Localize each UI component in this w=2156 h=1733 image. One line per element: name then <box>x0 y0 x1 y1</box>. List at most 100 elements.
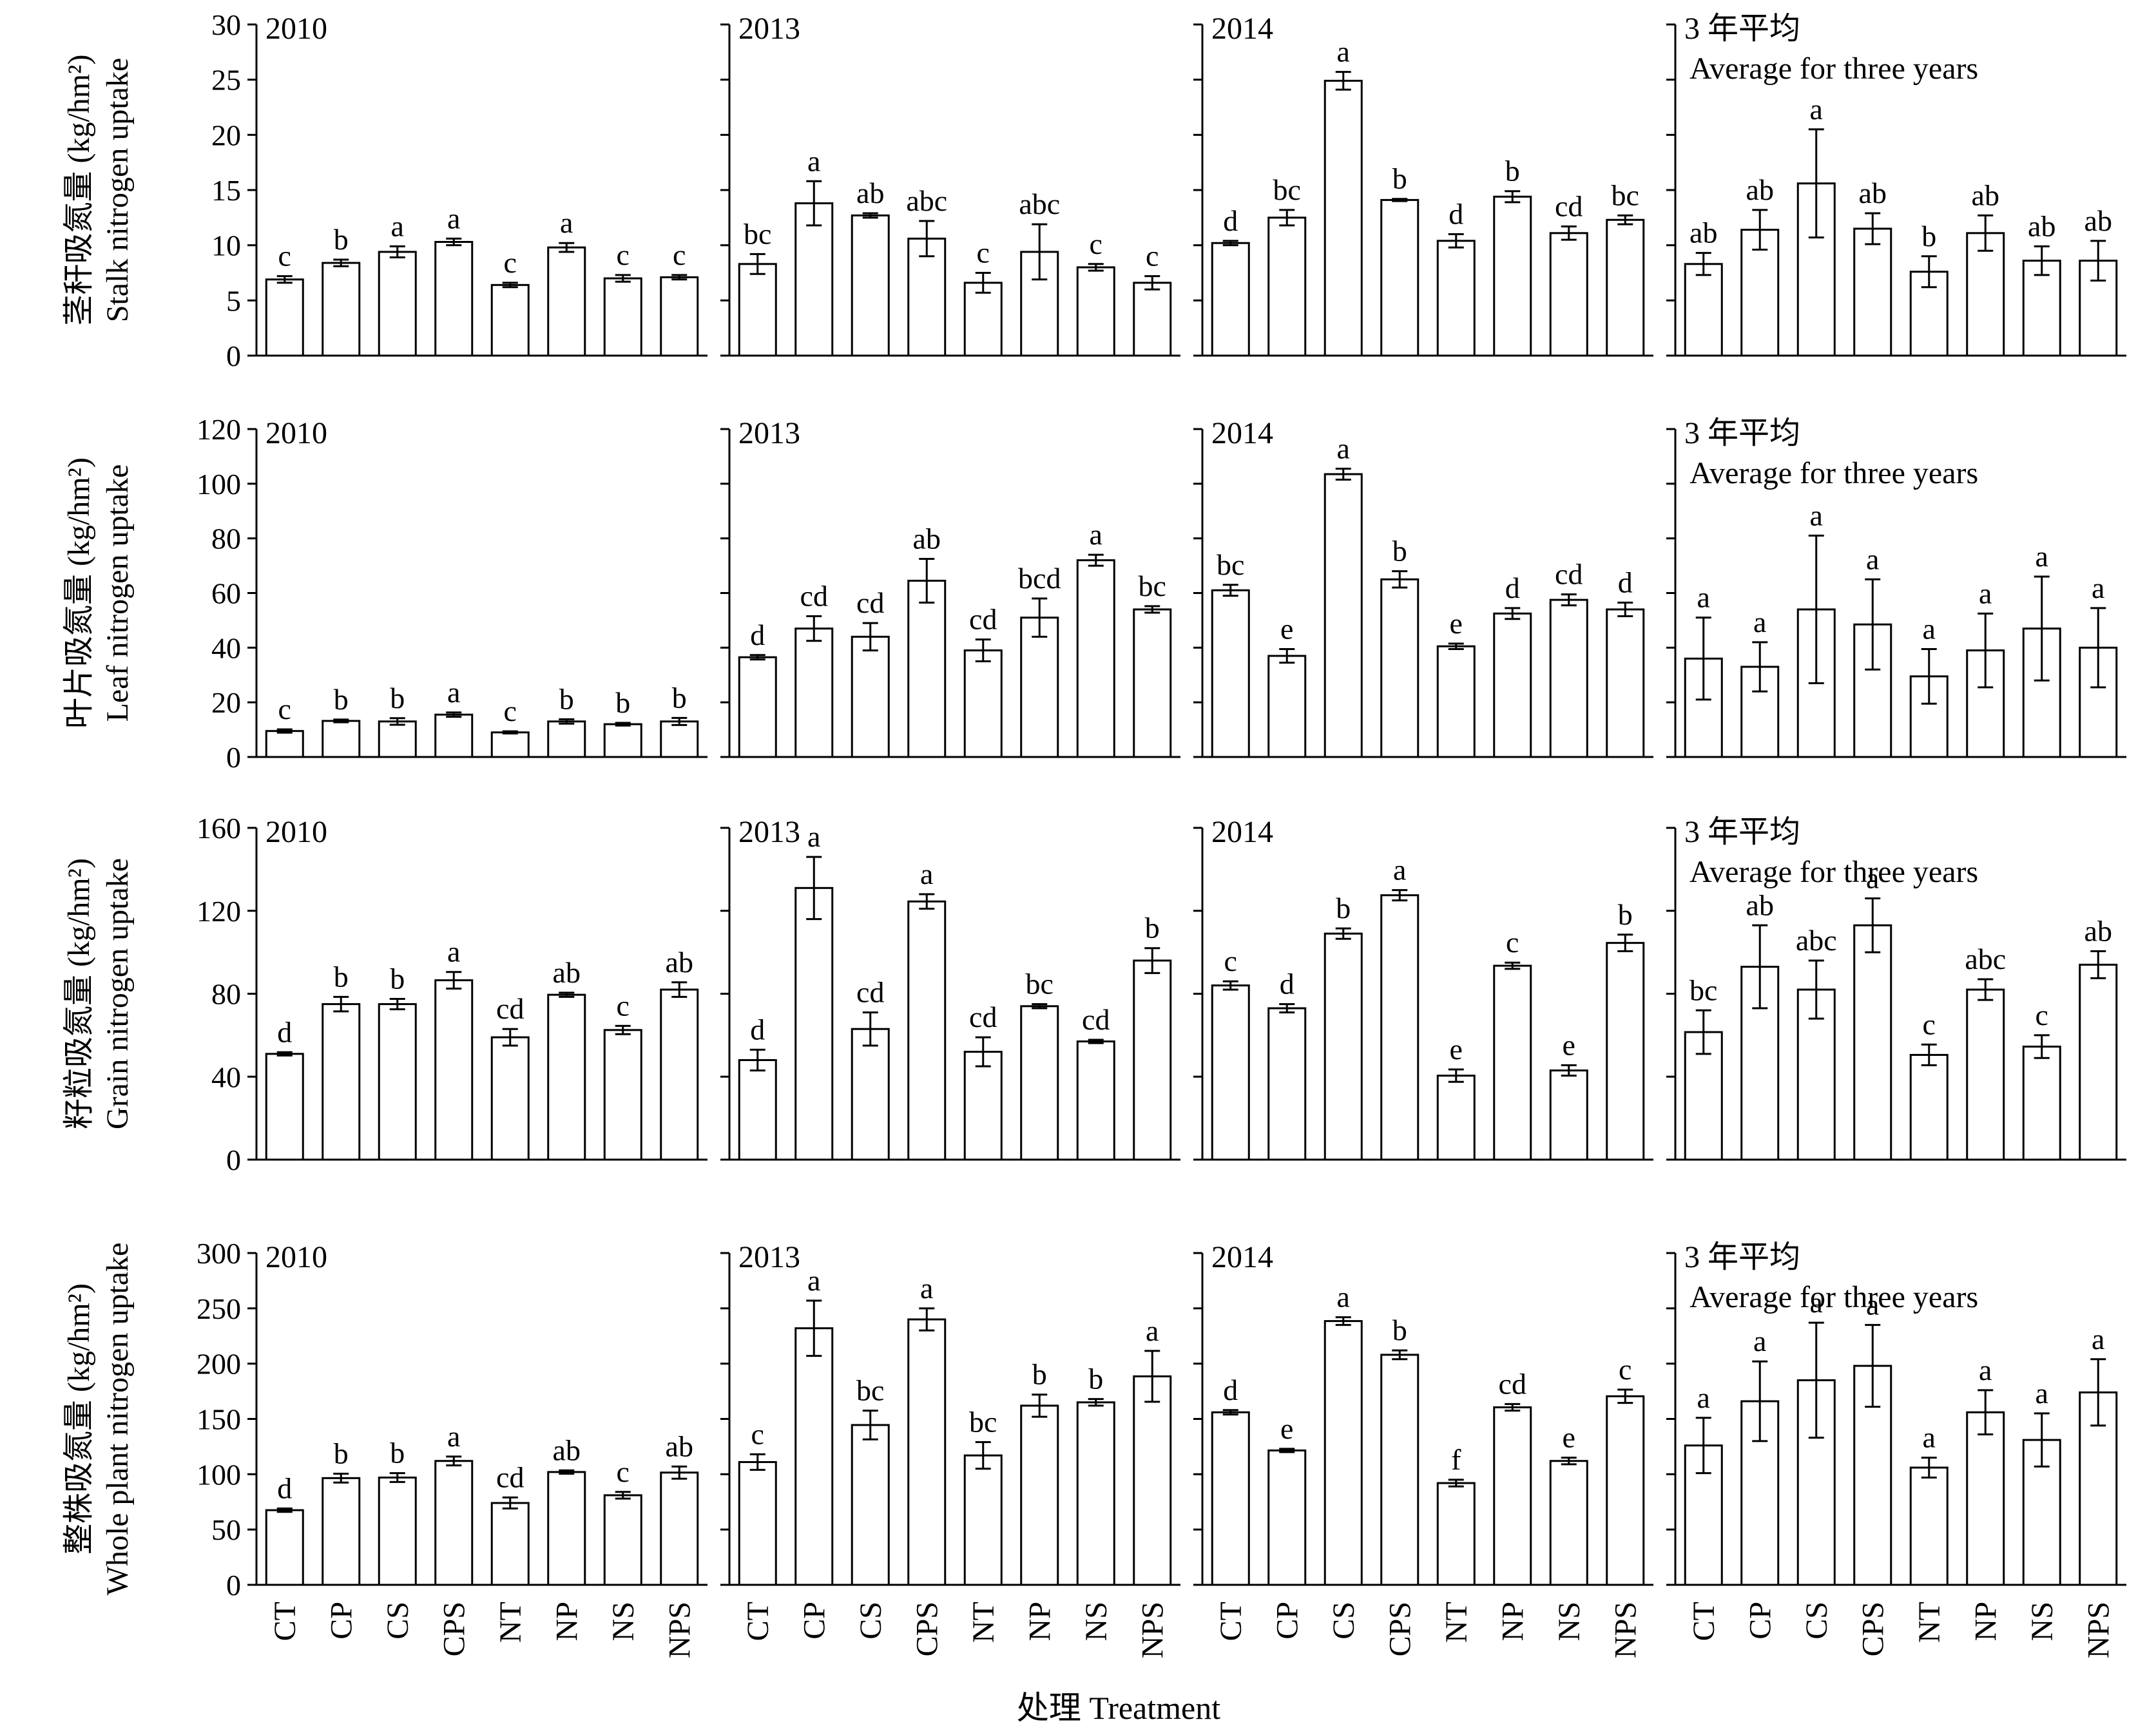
significance-label: a <box>1979 577 1992 609</box>
significance-label: a <box>2092 1323 2104 1355</box>
significance-label: bc <box>744 217 771 250</box>
x-tick-label: CT <box>741 1602 775 1641</box>
bar <box>265 1509 304 1586</box>
significance-label: b <box>334 683 349 716</box>
significance-label: b <box>1392 1314 1407 1346</box>
y-tick-label: 300 <box>197 1237 241 1270</box>
panel-title: 2013 <box>738 815 800 849</box>
y-axis-label-en: Whole plant nitrogen uptake <box>101 1243 135 1596</box>
y-tick-label: 25 <box>211 64 241 97</box>
bar <box>1606 1395 1645 1586</box>
bar <box>907 579 947 758</box>
significance-label: a <box>1923 1421 1936 1454</box>
y-tick-label: 100 <box>197 468 241 501</box>
bar <box>1740 229 1780 357</box>
y-tick-label: 0 <box>226 741 241 774</box>
x-tick-label: NP <box>1496 1602 1530 1641</box>
significance-label: a <box>447 1420 460 1453</box>
significance-label: a <box>1810 1286 1823 1319</box>
x-axis-label: 处理 Treatment <box>1017 1690 1220 1726</box>
significance-label: ab <box>553 1433 581 1466</box>
bar <box>907 1318 947 1586</box>
panel-title: 2010 <box>265 416 327 450</box>
significance-label: cd <box>1082 1003 1110 1036</box>
bar <box>434 979 474 1161</box>
significance-label: c <box>751 1417 764 1450</box>
significance-label: a <box>1866 1288 1879 1321</box>
x-tick-label: NS <box>606 1602 640 1641</box>
y-tick-label: 0 <box>226 1569 241 1602</box>
panel-4-3: 2014 d CT e CP a CS b CPS f NT cd NP e NS c NPS <box>1193 1240 1653 1658</box>
x-tick-label: NS <box>2025 1602 2059 1641</box>
bar <box>963 282 1003 357</box>
bar <box>2022 260 2061 357</box>
significance-label: e <box>1450 1033 1463 1066</box>
significance-label: a <box>1146 1314 1159 1347</box>
bar <box>603 723 642 758</box>
bar <box>851 214 890 357</box>
bar <box>378 720 417 758</box>
significance-label: cd <box>1555 190 1583 223</box>
chart-row-3: 籽粒吸氮量 (kg/hm²) Grain nitrogen uptake 0 40 80… <box>62 812 2126 1176</box>
panel-4-1: 0 50 100 150 200 250 300 2010 d CT b CP b CS a CPS cd NT a… <box>197 1237 707 1658</box>
significance-label: a <box>1866 861 1879 894</box>
bar <box>1323 473 1363 758</box>
significance-label: cd <box>969 603 997 636</box>
significance-label: c <box>504 246 517 279</box>
panel-title: 3 年平均 <box>1684 416 1800 450</box>
chart-row-4: 整株吸氮量 (kg/hm²) Whole plant nitrogen uptak… <box>62 1237 2126 1658</box>
bar <box>1076 266 1115 357</box>
significance-label: ab <box>1746 173 1774 206</box>
bar <box>1076 1401 1115 1586</box>
significance-label: cd <box>1555 558 1583 591</box>
significance-label: d <box>277 1472 292 1505</box>
y-axis-label-en: Stalk nitrogen uptake <box>101 58 135 323</box>
bar <box>1133 282 1172 357</box>
y-tick-label: 200 <box>197 1348 241 1381</box>
x-tick-label: CT <box>1214 1602 1248 1641</box>
significance-label: cd <box>856 586 884 619</box>
significance-label: abc <box>1965 943 2006 975</box>
significance-label: cd <box>856 975 884 1008</box>
significance-label: a <box>447 935 460 968</box>
x-tick-label: CPS <box>437 1602 471 1656</box>
significance-label: a <box>2036 1377 2048 1410</box>
bar <box>794 1327 834 1586</box>
significance-label: c <box>977 236 990 269</box>
panel-title: 2013 <box>738 1240 800 1274</box>
panel-subtitle: Average for three years <box>1689 456 1978 490</box>
significance-label: bc <box>969 1406 997 1439</box>
bar <box>490 731 530 758</box>
bar <box>1966 988 2005 1161</box>
significance-label: a <box>391 209 404 242</box>
x-tick-label: CT <box>268 1602 302 1641</box>
panel-subtitle: Average for three years <box>1689 1280 1978 1314</box>
bar <box>434 1460 474 1586</box>
x-tick-label: NPS <box>1135 1602 1169 1658</box>
y-tick-label: 30 <box>211 8 241 41</box>
significance-label: bc <box>1612 178 1639 211</box>
bar <box>1606 218 1645 357</box>
bar <box>265 278 304 357</box>
y-tick-label: 15 <box>211 174 241 207</box>
significance-label: b <box>1618 898 1633 931</box>
significance-label: bcd <box>1018 562 1061 595</box>
y-tick-label: 20 <box>211 686 241 719</box>
significance-label: c <box>1619 1353 1631 1386</box>
panel-subtitle: Average for three years <box>1689 855 1978 889</box>
x-tick-label: NT <box>494 1602 528 1643</box>
significance-label: b <box>1088 1363 1103 1395</box>
bar <box>378 1003 417 1161</box>
x-tick-label: CP <box>1270 1602 1304 1640</box>
significance-label: c <box>278 693 291 725</box>
y-axis-label-cn: 叶片吸氮量 (kg/hm²) <box>62 457 96 729</box>
significance-label: a <box>1923 612 1936 645</box>
significance-label: b <box>390 682 405 714</box>
y-tick-label: 40 <box>211 1060 241 1093</box>
panel-title: 3 年平均 <box>1684 815 1800 849</box>
significance-label: c <box>1506 926 1519 959</box>
bar <box>963 649 1003 758</box>
panel-title: 3 年平均 <box>1684 12 1800 46</box>
